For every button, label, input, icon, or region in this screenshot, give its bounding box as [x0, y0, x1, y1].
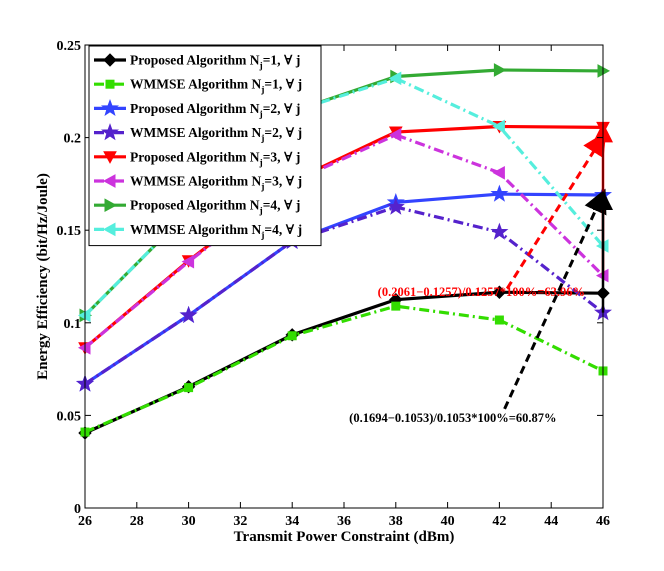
- x-tick-label: 40: [441, 514, 455, 529]
- data-point: [493, 63, 507, 77]
- legend-label: WMMSE Algorithm Nj=2, ∀ j: [130, 125, 302, 144]
- legend-entry: WMMSE Algorithm Nj=4, ∀ j: [94, 222, 302, 241]
- legend-entry: WMMSE Algorithm Nj=2, ∀ j: [94, 123, 302, 144]
- legend-label-tail: =2, ∀ j: [264, 125, 302, 140]
- data-point: [490, 184, 509, 202]
- data-point: [388, 127, 402, 142]
- y-tick-label: 0.05: [57, 409, 82, 424]
- data-point: [492, 165, 505, 180]
- legend-label: WMMSE Algorithm Nj=3, ∀ j: [130, 174, 302, 193]
- legend-label-subscript: j: [259, 207, 263, 217]
- legend-marker: [102, 222, 116, 237]
- x-tick-label: 30: [182, 514, 196, 529]
- x-axis-label: Transmit Power Constraint (dBm): [234, 529, 455, 545]
- data-point: [494, 315, 504, 325]
- legend-marker: [103, 151, 117, 164]
- x-tick-label: 26: [78, 514, 92, 529]
- legend-marker: [103, 53, 117, 67]
- x-tick-label: 36: [337, 514, 351, 529]
- legend-label-tail: =1, ∀ j: [263, 53, 301, 68]
- annotation-text: (0.1694−0.1053)/0.1053*100%=60.87%: [349, 411, 556, 425]
- x-tick-label: 46: [596, 514, 610, 529]
- legend-box: [88, 45, 322, 247]
- legend-marker: [105, 79, 115, 89]
- legend-label-subscript: j: [260, 183, 264, 193]
- legend-entry: Proposed Algorithm Nj=4, ∀ j: [94, 198, 300, 217]
- annotation-layer: (0.2061−0.1257)/0.1257*100%=63.96% (0.169…: [349, 122, 613, 425]
- legend-label-main: Proposed Algorithm N: [130, 149, 260, 164]
- x-tick-label: 32: [233, 514, 247, 529]
- annotation-text: (0.2061−0.1257)/0.1257*100%=63.96%: [378, 285, 585, 299]
- legend-label-main: Proposed Algorithm N: [130, 101, 260, 116]
- legend-marker: [100, 98, 120, 117]
- legend-label: WMMSE Algorithm Nj=4, ∀ j: [130, 222, 302, 241]
- y-axis-label: Energy Efficiency (bit/Hz/Joule): [35, 173, 51, 380]
- legend-entry: Proposed Algorithm Nj=2, ∀ j: [94, 98, 300, 120]
- legend-label-tail: =4, ∀ j: [264, 222, 302, 237]
- legend-label-subscript: j: [260, 134, 264, 144]
- legend-label-subscript: j: [259, 110, 263, 120]
- data-point: [179, 305, 198, 324]
- series-line: [84, 304, 604, 434]
- legend-label: WMMSE Algorithm Nj=1, ∀ j: [130, 77, 302, 96]
- data-point: [492, 285, 507, 299]
- legend-label-main: Proposed Algorithm N: [130, 53, 260, 68]
- legend-label-tail: =3, ∀ j: [264, 174, 302, 189]
- y-tick-label: 0.1: [64, 317, 82, 332]
- legend-entry: Proposed Algorithm Nj=3, ∀ j: [94, 149, 300, 168]
- data-point: [492, 119, 505, 134]
- legend-label-subscript: j: [259, 62, 263, 72]
- x-tick-label: 44: [544, 514, 558, 529]
- x-tick-label: 28: [130, 514, 144, 529]
- legend-label-tail: =3, ∀ j: [263, 149, 301, 164]
- data-point: [391, 301, 401, 311]
- data-point: [287, 331, 297, 341]
- legend-marker: [104, 198, 118, 213]
- legend-label: Proposed Algorithm Nj=3, ∀ j: [130, 149, 300, 168]
- series-line: [83, 124, 604, 350]
- legend-label-main: Proposed Algorithm N: [130, 198, 260, 213]
- legend-label-subscript: j: [260, 231, 264, 241]
- data-point: [490, 222, 509, 240]
- data-point: [388, 71, 402, 86]
- legend-label-main: WMMSE Algorithm N: [130, 77, 261, 92]
- annotation-arrow: [503, 188, 607, 410]
- legend-entry: WMMSE Algorithm Nj=3, ∀ j: [94, 174, 302, 193]
- y-tick-label: 0.15: [57, 224, 82, 239]
- legend-label-tail: =4, ∀ j: [263, 198, 301, 213]
- x-tick-label: 42: [492, 514, 506, 529]
- legend-label-tail: =2, ∀ j: [263, 101, 301, 116]
- x-tick-label: 38: [389, 514, 403, 529]
- legend-label-subscript: j: [260, 86, 264, 96]
- series-line: [83, 133, 605, 350]
- legend-entry: Proposed Algorithm Nj=1, ∀ j: [94, 53, 300, 72]
- legend-label-main: WMMSE Algorithm N: [130, 125, 261, 140]
- legend-label-subscript: j: [259, 158, 263, 168]
- y-tick-label: 0.25: [57, 39, 82, 54]
- axis-ticks: 26 28 30 32 34 36 38 40 42 44 46 0 0.05 0.1 0.15 0.2 0.2…: [57, 39, 611, 529]
- y-tick-label: 0.2: [64, 132, 82, 147]
- legend-label: Proposed Algorithm Nj=2, ∀ j: [130, 101, 300, 120]
- y-tick-label: 0: [74, 502, 81, 517]
- x-tick-label: 34: [285, 514, 299, 529]
- series-line: [84, 205, 604, 386]
- legend-label-main: WMMSE Algorithm N: [130, 174, 261, 189]
- data-point: [386, 197, 405, 215]
- data-point: [184, 383, 194, 393]
- data-point: [181, 254, 195, 269]
- legend-label: Proposed Algorithm Nj=1, ∀ j: [130, 53, 300, 72]
- legend-marker: [100, 123, 120, 141]
- legend-label-tail: =1, ∀ j: [264, 77, 302, 92]
- legend-label: Proposed Algorithm Nj=4, ∀ j: [130, 198, 300, 217]
- legend-marker: [102, 174, 116, 188]
- annotation-arrow: [505, 131, 607, 290]
- legend-entry: WMMSE Algorithm Nj=1, ∀ j: [94, 77, 302, 96]
- legend-label-main: WMMSE Algorithm N: [130, 222, 261, 237]
